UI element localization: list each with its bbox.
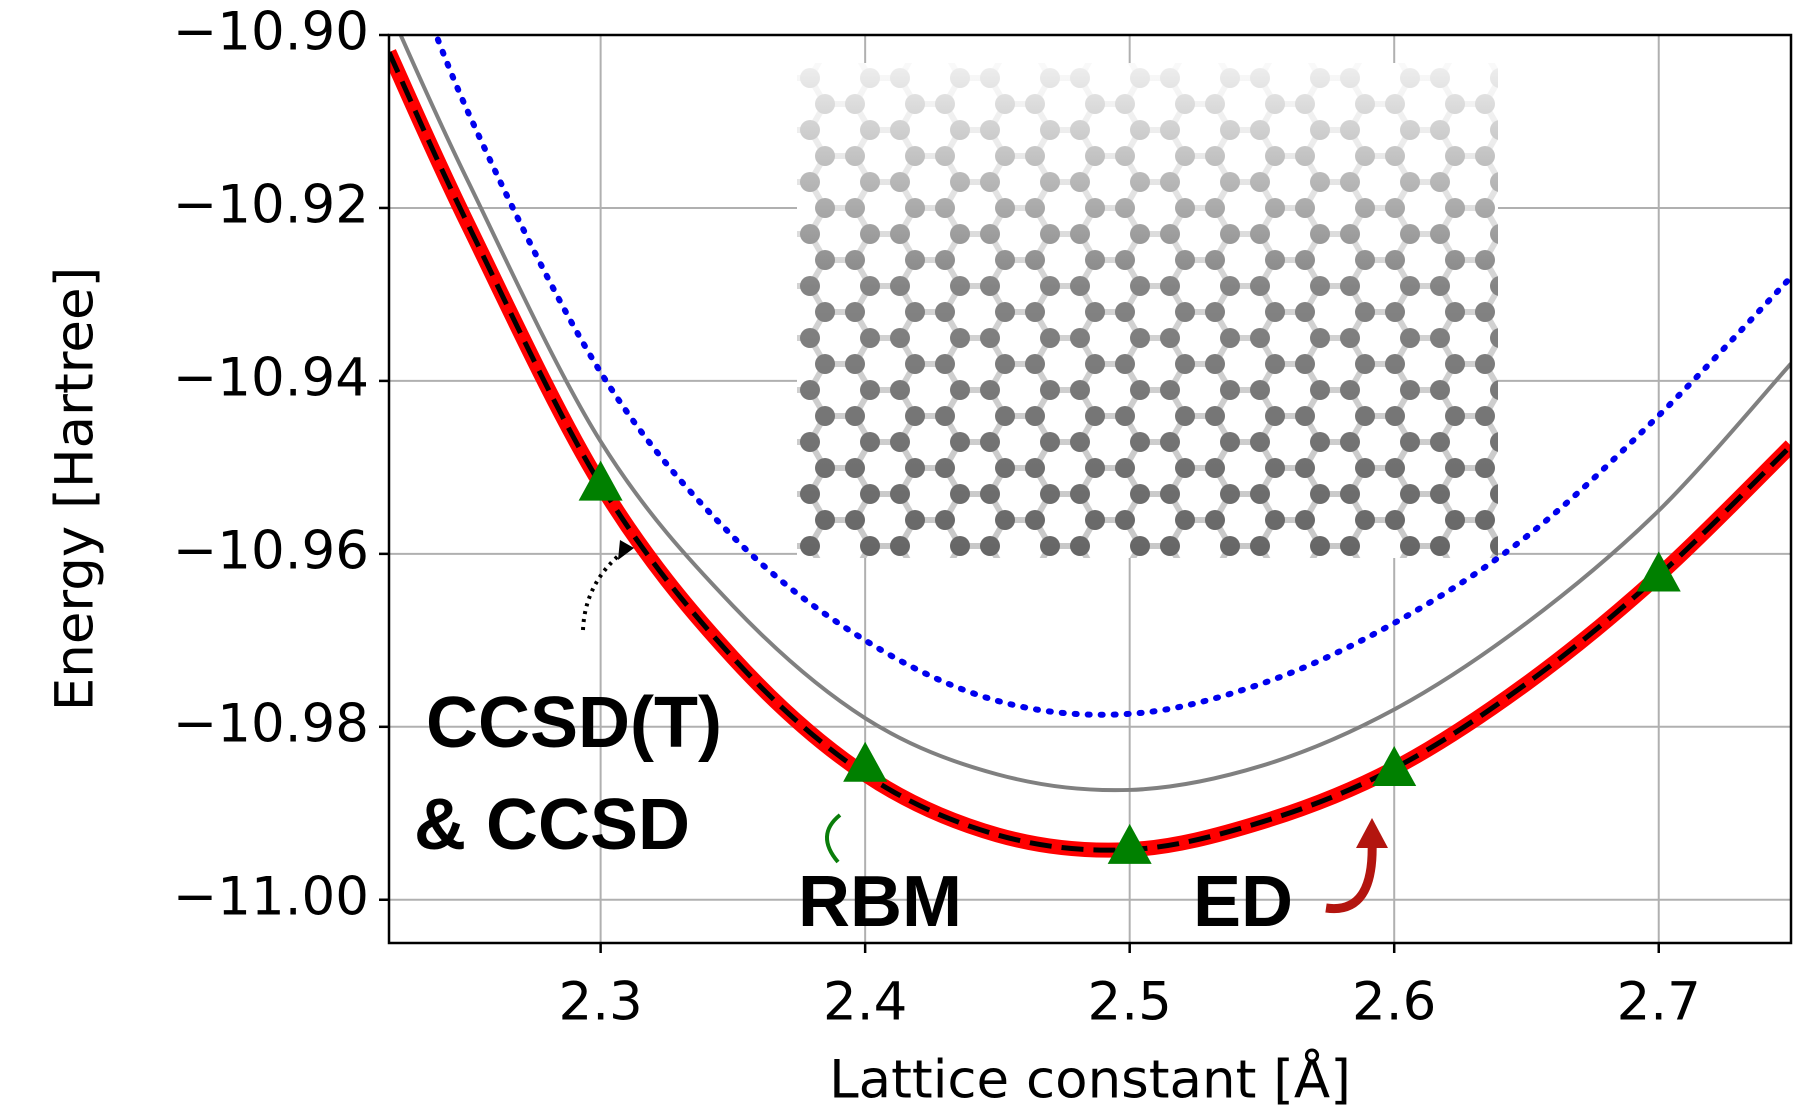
plot-frame: [387, 33, 1793, 945]
y-axis-label: Energy [Hartree]: [45, 267, 106, 712]
arrow-head: [1356, 818, 1388, 848]
arrow-head: [618, 540, 634, 560]
x-axis-label: Lattice constant [Å]: [829, 1047, 1351, 1111]
arrow: [581, 546, 630, 631]
arrow: [1325, 839, 1377, 914]
x-tick-label: 2.7: [1617, 972, 1701, 1033]
line: [389, 51, 1791, 853]
data-point: [843, 741, 888, 782]
data-point: [1636, 551, 1681, 592]
x-tick-label: 2.3: [558, 972, 642, 1033]
bracket: [825, 813, 842, 864]
data-point: [1107, 823, 1152, 864]
annotation: RBM: [798, 862, 962, 942]
line: [432, 35, 1791, 718]
data-point: [578, 460, 623, 501]
y-tick-label: −10.96: [173, 520, 369, 581]
x-tick-label: 2.5: [1088, 972, 1172, 1033]
y-tick-label: −10.94: [173, 348, 369, 409]
inset-image: [797, 63, 1498, 558]
annotation: ED: [1193, 862, 1293, 942]
x-tick-label: 2.6: [1352, 972, 1436, 1033]
annotation: CCSD(T): [426, 683, 722, 763]
annotation: & CCSD: [414, 785, 690, 865]
y-tick-label: −10.92: [173, 175, 369, 236]
data-point: [1372, 746, 1417, 787]
y-tick-label: −11.00: [173, 866, 369, 927]
y-tick-label: −10.98: [173, 693, 369, 754]
line: [398, 35, 1791, 793]
x-tick-label: 2.4: [823, 972, 907, 1033]
y-tick-label: −10.90: [173, 2, 369, 63]
plot-area: [389, 35, 1791, 858]
